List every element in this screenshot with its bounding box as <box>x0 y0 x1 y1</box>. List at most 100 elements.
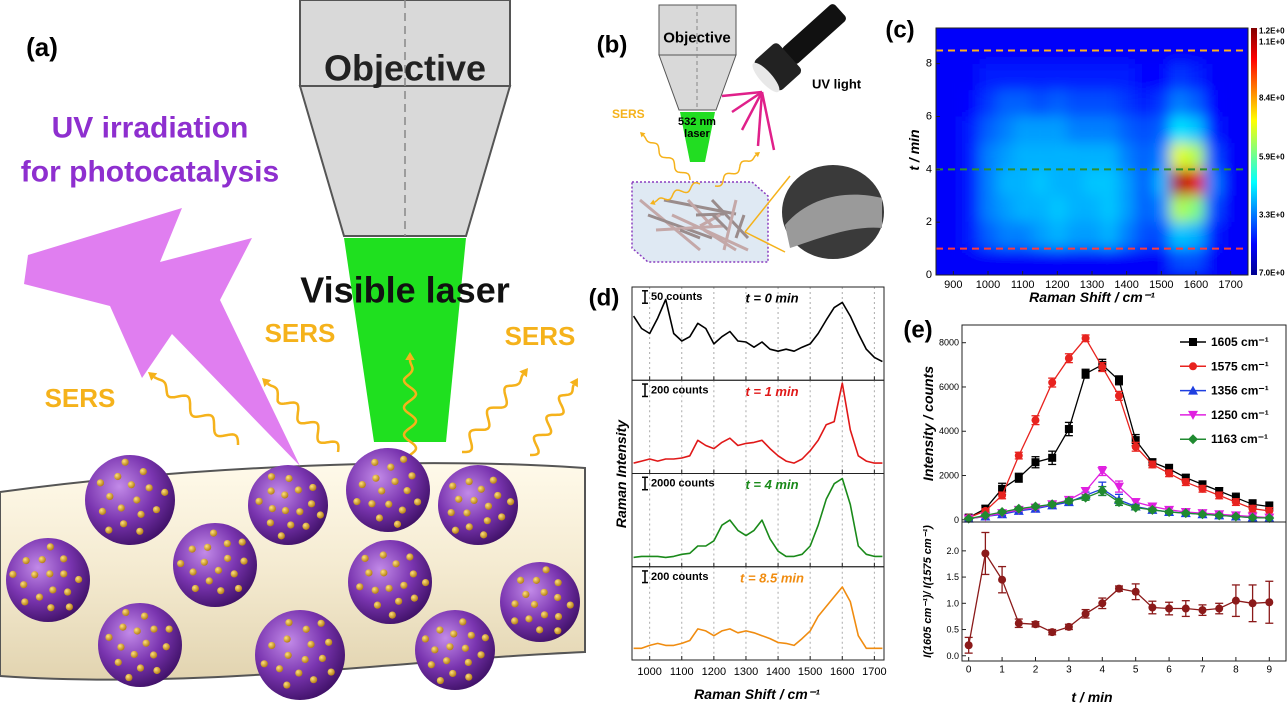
gold-particle <box>525 615 533 623</box>
fiber-mesh <box>639 198 701 252</box>
gold-particle <box>205 577 213 585</box>
heatmap-cell <box>1083 169 1101 196</box>
marker <box>1247 512 1258 523</box>
legend-marker <box>1188 385 1198 395</box>
marker <box>1064 622 1073 631</box>
uv-ray <box>756 91 764 147</box>
gold-particle <box>119 520 128 528</box>
heatmap-cell <box>1118 169 1136 196</box>
gold-particle <box>511 600 519 608</box>
gold-particle <box>431 646 439 654</box>
heatmap-cell <box>1083 222 1101 249</box>
flashlight-body <box>782 4 846 64</box>
gold-particle <box>481 634 489 642</box>
gold-particle <box>421 579 430 587</box>
scale-bar-label: 50 counts <box>651 291 702 303</box>
marker <box>1113 482 1124 492</box>
heatmap-cell <box>962 63 980 91</box>
uv-light-label: UV light <box>812 77 862 92</box>
heatmap-cell <box>1066 169 1084 196</box>
heatmap-cell <box>1100 142 1118 170</box>
heatmap-cell <box>1031 63 1049 91</box>
marker <box>1198 480 1207 489</box>
y-axis-label: Raman Intensity <box>613 419 629 528</box>
heatmap-cell <box>979 63 997 91</box>
gold-particle <box>140 612 149 620</box>
gold-particle <box>398 506 406 514</box>
gold-particle <box>449 482 457 490</box>
gold-particle <box>230 570 238 578</box>
gold-particle <box>310 676 318 684</box>
gold-particle <box>145 484 153 492</box>
gold-particle <box>281 506 290 515</box>
heatmap-cell <box>1048 142 1066 170</box>
marker <box>1080 492 1091 503</box>
gold-particle <box>177 559 185 568</box>
gold-particle <box>489 476 497 484</box>
gold-particle <box>49 586 57 594</box>
laser-label: 532 nm <box>678 116 716 128</box>
gold-particle <box>98 507 107 515</box>
sers-label: SERS <box>505 321 576 351</box>
gold-particle <box>137 510 145 518</box>
heatmap-cell <box>1222 222 1240 249</box>
marker <box>1148 460 1157 469</box>
heatmap-cell <box>1083 116 1101 143</box>
gold-particle <box>536 626 544 634</box>
heatmap-cell <box>962 90 980 117</box>
heatmap-cell <box>1100 63 1118 91</box>
heatmap-cell <box>1204 63 1222 91</box>
gold-particle <box>119 623 127 631</box>
marker <box>1130 498 1141 508</box>
gold-particle <box>47 604 55 612</box>
fiber-mesh <box>710 212 730 232</box>
heatmap-cell <box>1031 195 1049 223</box>
x-tick-label: 1300 <box>1080 279 1104 291</box>
heatmap-cell <box>1135 142 1153 170</box>
heatmap-cell <box>1100 195 1118 223</box>
spectrum-line <box>632 298 883 363</box>
gold-particle <box>387 463 395 471</box>
gold-particle <box>395 597 403 605</box>
gold-particle <box>463 509 471 517</box>
heatmap-cell <box>979 248 997 275</box>
marker <box>1148 603 1157 612</box>
heatmap-cell <box>1152 222 1170 249</box>
gold-particle <box>307 500 316 508</box>
heatmap-cell <box>1152 248 1170 275</box>
gold-particle <box>75 575 83 584</box>
heatmap-cell <box>1014 248 1032 275</box>
gold-particle <box>307 640 315 648</box>
gold-particle <box>296 508 304 516</box>
gold-particle <box>436 676 444 685</box>
marker <box>1048 628 1057 637</box>
heatmap-cell <box>1222 142 1240 170</box>
heatmap-cell <box>944 222 962 249</box>
gold-particle <box>506 498 515 506</box>
heatmap-cell <box>979 222 997 249</box>
marker <box>1114 584 1123 593</box>
heatmap-cell <box>1066 195 1084 223</box>
x-tick-label: 4 <box>1100 665 1106 676</box>
spectrum-line <box>633 477 883 559</box>
gold-particle <box>117 504 125 512</box>
gold-particle <box>477 485 485 493</box>
sers-label: SERS <box>612 107 645 121</box>
uv-label: UV irradiation <box>52 112 249 145</box>
heatmap-cell <box>1066 116 1084 143</box>
gold-particle <box>450 630 458 638</box>
legend-marker <box>1188 410 1198 420</box>
y-tick-label: 1.5 <box>946 572 959 582</box>
gold-particle <box>46 570 54 578</box>
heatmap-cell <box>1066 142 1084 170</box>
colorbar <box>1251 28 1257 275</box>
heatmap-cell <box>1187 90 1205 117</box>
heatmap-cell <box>1170 248 1188 275</box>
x-tick-label: 1500 <box>1149 279 1173 291</box>
marker <box>1098 363 1107 372</box>
gold-particle <box>268 504 276 513</box>
gold-particle <box>60 570 68 578</box>
legend-label: 1605 cm⁻¹ <box>1211 335 1269 349</box>
gold-particle <box>294 486 302 494</box>
